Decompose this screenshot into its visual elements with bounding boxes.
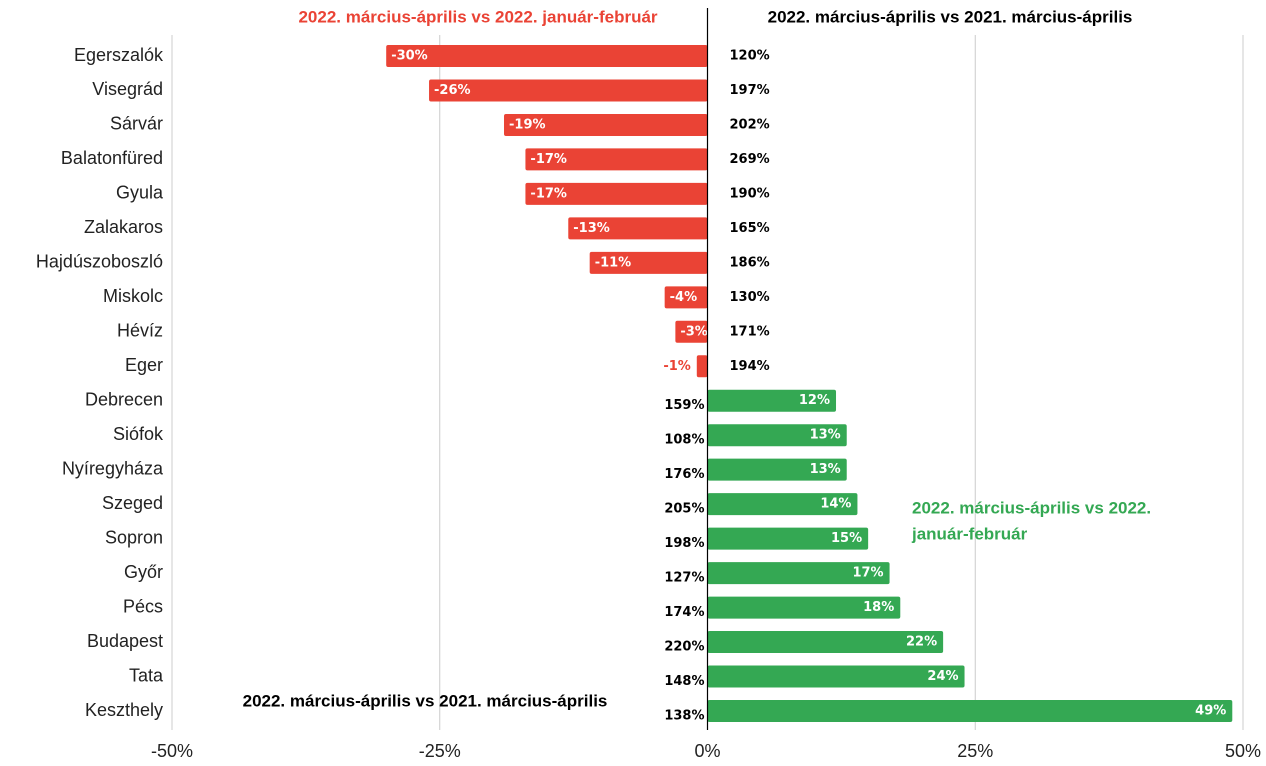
x-tick-label: -25% (419, 741, 461, 761)
value-label: 138% (664, 709, 704, 724)
value-label: 194% (730, 359, 770, 374)
category-label: Tata (129, 665, 164, 685)
value-label: 24% (927, 669, 958, 684)
value-label: 171% (730, 324, 770, 339)
bar (707, 562, 890, 585)
category-label: Eger (125, 355, 163, 375)
value-label: 269% (730, 152, 770, 167)
annotation: 2022. március-április vs 2021. március-á… (243, 691, 608, 710)
category-label: Sopron (105, 527, 163, 547)
bar (589, 251, 708, 274)
value-label: -26% (434, 83, 471, 98)
category-label: Nyíregyháza (62, 458, 164, 478)
bar (429, 79, 708, 102)
category-label: Balatonfüred (61, 148, 163, 168)
value-label: 14% (820, 497, 851, 512)
value-label: 15% (831, 531, 862, 546)
category-label: Budapest (87, 631, 163, 651)
value-label: -13% (573, 221, 610, 236)
bar (707, 700, 1233, 722)
bar (525, 182, 708, 205)
value-label: 174% (664, 605, 704, 620)
value-label: 130% (730, 290, 770, 305)
value-label: 22% (906, 635, 937, 650)
value-label: -1% (663, 359, 690, 374)
value-label: -3% (680, 324, 707, 339)
x-tick-label: 50% (1225, 741, 1261, 761)
value-label: 12% (799, 393, 830, 408)
bar (707, 458, 847, 481)
category-label: Szeged (102, 493, 163, 513)
value-label: 202% (730, 117, 770, 132)
bar (696, 355, 708, 378)
annotation: 2022. március-április vs 2022. (912, 498, 1151, 517)
x-tick-label: 25% (957, 741, 993, 761)
category-label: Egerszalók (74, 45, 164, 65)
category-label: Hévíz (117, 321, 163, 341)
value-label: 198% (664, 536, 704, 551)
value-label: 49% (1195, 704, 1226, 719)
bar (707, 596, 901, 619)
value-label: -17% (530, 186, 567, 201)
category-label: Keszthely (85, 700, 163, 720)
value-label: 176% (664, 467, 704, 482)
bar (707, 665, 965, 688)
value-label: -17% (530, 152, 567, 167)
value-label: 220% (664, 640, 704, 655)
bar (675, 320, 708, 343)
category-label: Gyula (116, 183, 164, 203)
value-label: 148% (664, 674, 704, 689)
value-label: 186% (730, 255, 770, 270)
x-tick-label: 0% (694, 741, 720, 761)
value-label: 13% (810, 428, 841, 443)
bar (707, 424, 847, 447)
annotation: január-február (911, 524, 1028, 543)
category-label: Miskolc (103, 286, 163, 306)
bar (386, 45, 708, 67)
bar (707, 389, 837, 412)
value-label: 17% (852, 566, 883, 581)
value-label: 120% (730, 49, 770, 64)
category-label: Siófok (113, 424, 164, 444)
value-label: -4% (670, 290, 697, 305)
value-label: 108% (664, 433, 704, 448)
category-label: Debrecen (85, 389, 163, 409)
category-label: Pécs (123, 596, 163, 616)
bar (664, 286, 708, 309)
series-title: 2022. március-április vs 2022. január-fe… (298, 7, 657, 26)
category-label: Sárvár (110, 114, 163, 134)
value-label: 197% (730, 83, 770, 98)
value-label: 205% (664, 502, 704, 517)
bar (568, 217, 708, 240)
value-label: -19% (509, 117, 546, 132)
value-label: 13% (810, 462, 841, 477)
category-label: Visegrád (92, 79, 163, 99)
value-label: 190% (730, 186, 770, 201)
bar (707, 631, 944, 654)
value-label: -11% (595, 255, 632, 270)
value-label: -30% (391, 49, 428, 64)
x-tick-label: -50% (151, 741, 193, 761)
category-label: Hajdúszoboszló (36, 252, 163, 272)
series-title: 2022. március-április vs 2021. március-á… (768, 7, 1133, 26)
category-label: Győr (124, 562, 163, 582)
bar (525, 148, 708, 171)
bar (707, 493, 858, 516)
value-label: 159% (664, 398, 704, 413)
category-label: Zalakaros (84, 217, 163, 237)
value-label: 127% (664, 571, 704, 586)
value-label: 165% (730, 221, 770, 236)
bar (707, 527, 869, 550)
value-label: 18% (863, 600, 894, 615)
bar (504, 113, 708, 136)
